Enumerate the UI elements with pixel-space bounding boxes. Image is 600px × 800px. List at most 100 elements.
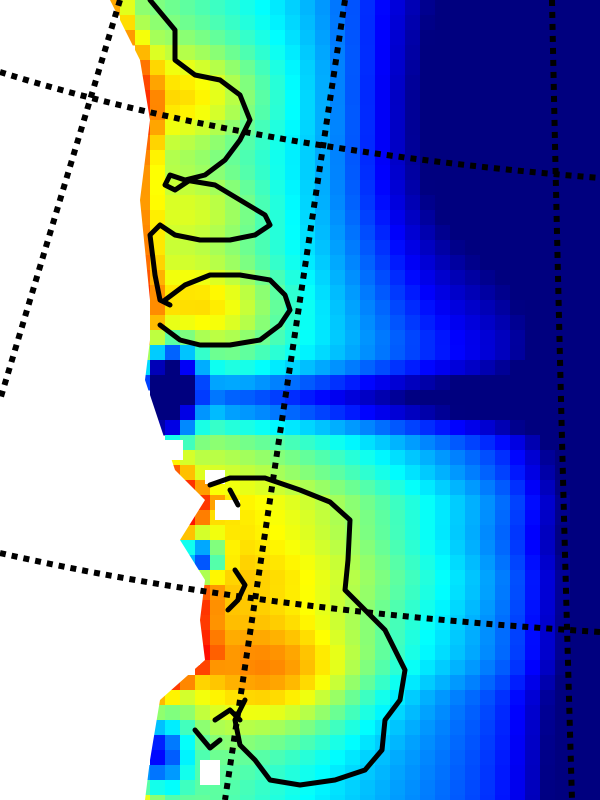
field-cell bbox=[375, 510, 391, 526]
field-cell bbox=[405, 450, 421, 466]
field-cell bbox=[270, 705, 286, 721]
field-cell bbox=[585, 225, 600, 241]
field-cell bbox=[405, 120, 421, 136]
field-cell bbox=[360, 690, 376, 706]
field-cell bbox=[345, 615, 361, 631]
field-cell bbox=[285, 750, 301, 766]
field-cell bbox=[360, 90, 376, 106]
field-cell bbox=[270, 795, 286, 800]
field-cell bbox=[375, 105, 391, 121]
field-cell bbox=[375, 330, 391, 346]
field-cell bbox=[435, 60, 451, 76]
field-cell bbox=[390, 180, 406, 196]
field-cell bbox=[165, 795, 181, 800]
field-cell bbox=[150, 210, 166, 226]
field-cell bbox=[420, 240, 436, 256]
field-cell bbox=[465, 105, 481, 121]
field-cell bbox=[540, 360, 556, 376]
field-cell bbox=[360, 30, 376, 46]
field-cell bbox=[510, 330, 526, 346]
field-cell bbox=[495, 195, 511, 211]
field-cell bbox=[300, 585, 316, 601]
field-cell bbox=[465, 75, 481, 91]
field-cell bbox=[390, 330, 406, 346]
field-cell bbox=[405, 240, 421, 256]
field-cell bbox=[585, 300, 600, 316]
field-cell bbox=[585, 600, 600, 616]
field-cell bbox=[360, 510, 376, 526]
field-cell bbox=[315, 300, 331, 316]
field-cell bbox=[510, 675, 526, 691]
field-cell bbox=[180, 315, 196, 331]
field-cell bbox=[465, 60, 481, 76]
field-cell bbox=[210, 720, 226, 736]
field-cell bbox=[495, 270, 511, 286]
field-cell bbox=[300, 300, 316, 316]
field-cell bbox=[465, 705, 481, 721]
field-cell bbox=[285, 375, 301, 391]
field-cell bbox=[480, 240, 496, 256]
field-cell bbox=[165, 255, 181, 271]
field-cell bbox=[285, 690, 301, 706]
field-cell bbox=[435, 300, 451, 316]
field-cell bbox=[270, 375, 286, 391]
field-cell bbox=[570, 660, 586, 676]
field-cell bbox=[285, 255, 301, 271]
field-cell bbox=[120, 0, 136, 16]
field-cell bbox=[150, 45, 166, 61]
field-cell bbox=[435, 540, 451, 556]
field-cell bbox=[345, 180, 361, 196]
field-cell bbox=[480, 585, 496, 601]
field-cell bbox=[390, 135, 406, 151]
field-cell bbox=[480, 405, 496, 421]
field-cell bbox=[390, 315, 406, 331]
field-cell bbox=[465, 585, 481, 601]
field-cell bbox=[450, 390, 466, 406]
field-cell bbox=[210, 450, 226, 466]
field-cell bbox=[585, 465, 600, 481]
field-cell bbox=[300, 75, 316, 91]
field-cell bbox=[435, 180, 451, 196]
field-cell bbox=[360, 210, 376, 226]
contour-line bbox=[225, 567, 248, 613]
field-cell bbox=[360, 180, 376, 196]
field-cell bbox=[510, 210, 526, 226]
field-cell bbox=[210, 30, 226, 46]
field-cell bbox=[240, 45, 256, 61]
field-cell bbox=[435, 105, 451, 121]
field-cell bbox=[435, 30, 451, 46]
field-cell bbox=[450, 285, 466, 301]
field-cell bbox=[225, 615, 241, 631]
field-cell bbox=[585, 285, 600, 301]
field-cell bbox=[135, 15, 151, 31]
field-cell bbox=[330, 345, 346, 361]
field-cell bbox=[480, 375, 496, 391]
field-cell bbox=[525, 390, 541, 406]
field-cell bbox=[390, 270, 406, 286]
field-cell bbox=[315, 75, 331, 91]
field-cell bbox=[570, 630, 586, 646]
field-cell bbox=[510, 30, 526, 46]
field-cell bbox=[165, 705, 181, 721]
field-cell bbox=[195, 195, 211, 211]
field-cell bbox=[480, 570, 496, 586]
field-cell bbox=[540, 285, 556, 301]
field-cell bbox=[210, 555, 226, 571]
field-cell bbox=[420, 375, 436, 391]
field-cell bbox=[450, 540, 466, 556]
field-cell bbox=[345, 210, 361, 226]
field-cell bbox=[195, 525, 211, 541]
field-cell bbox=[525, 270, 541, 286]
field-cell bbox=[225, 375, 241, 391]
field-cell bbox=[255, 795, 271, 800]
field-cell bbox=[330, 105, 346, 121]
field-cell bbox=[345, 750, 361, 766]
field-cell bbox=[510, 630, 526, 646]
field-cell bbox=[300, 525, 316, 541]
field-cell bbox=[345, 105, 361, 121]
field-cell bbox=[450, 345, 466, 361]
field-cell bbox=[510, 450, 526, 466]
field-cell bbox=[585, 735, 600, 751]
field-cell bbox=[300, 645, 316, 661]
